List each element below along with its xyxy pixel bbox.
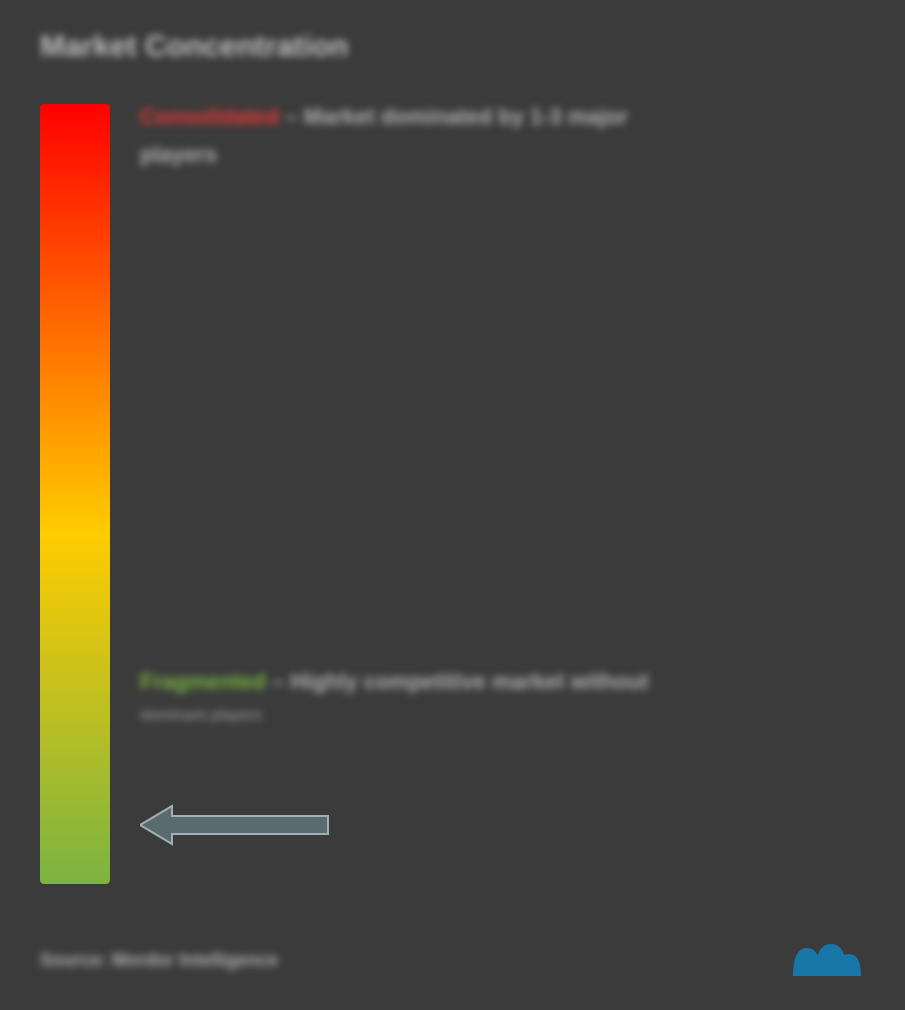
consolidated-label: Consolidated – Market dominated by 1-3 m…: [140, 104, 845, 168]
consolidated-line2: players: [140, 142, 845, 168]
fragmented-label: Fragmented – Highly competitive market w…: [140, 669, 845, 725]
labels-area: Consolidated – Market dominated by 1-3 m…: [140, 104, 865, 904]
fragmented-sub: dominant players: [140, 707, 845, 725]
gradient-scale-bar: [40, 104, 110, 884]
fragmented-highlight: Fragmented: [140, 669, 266, 694]
consolidated-rest: – Market dominated by 1-3 major: [279, 104, 627, 129]
source-text: Source: Mordor Intelligence: [40, 950, 278, 971]
consolidated-highlight: Consolidated: [140, 104, 279, 129]
fragmented-rest: – Highly competitive market without: [266, 669, 649, 694]
chart-title: Market Concentration: [40, 30, 865, 64]
brand-logo-icon: [785, 940, 865, 980]
indicator-arrow: [140, 804, 330, 846]
footer: Source: Mordor Intelligence: [40, 940, 865, 980]
content-area: Consolidated – Market dominated by 1-3 m…: [40, 104, 865, 904]
